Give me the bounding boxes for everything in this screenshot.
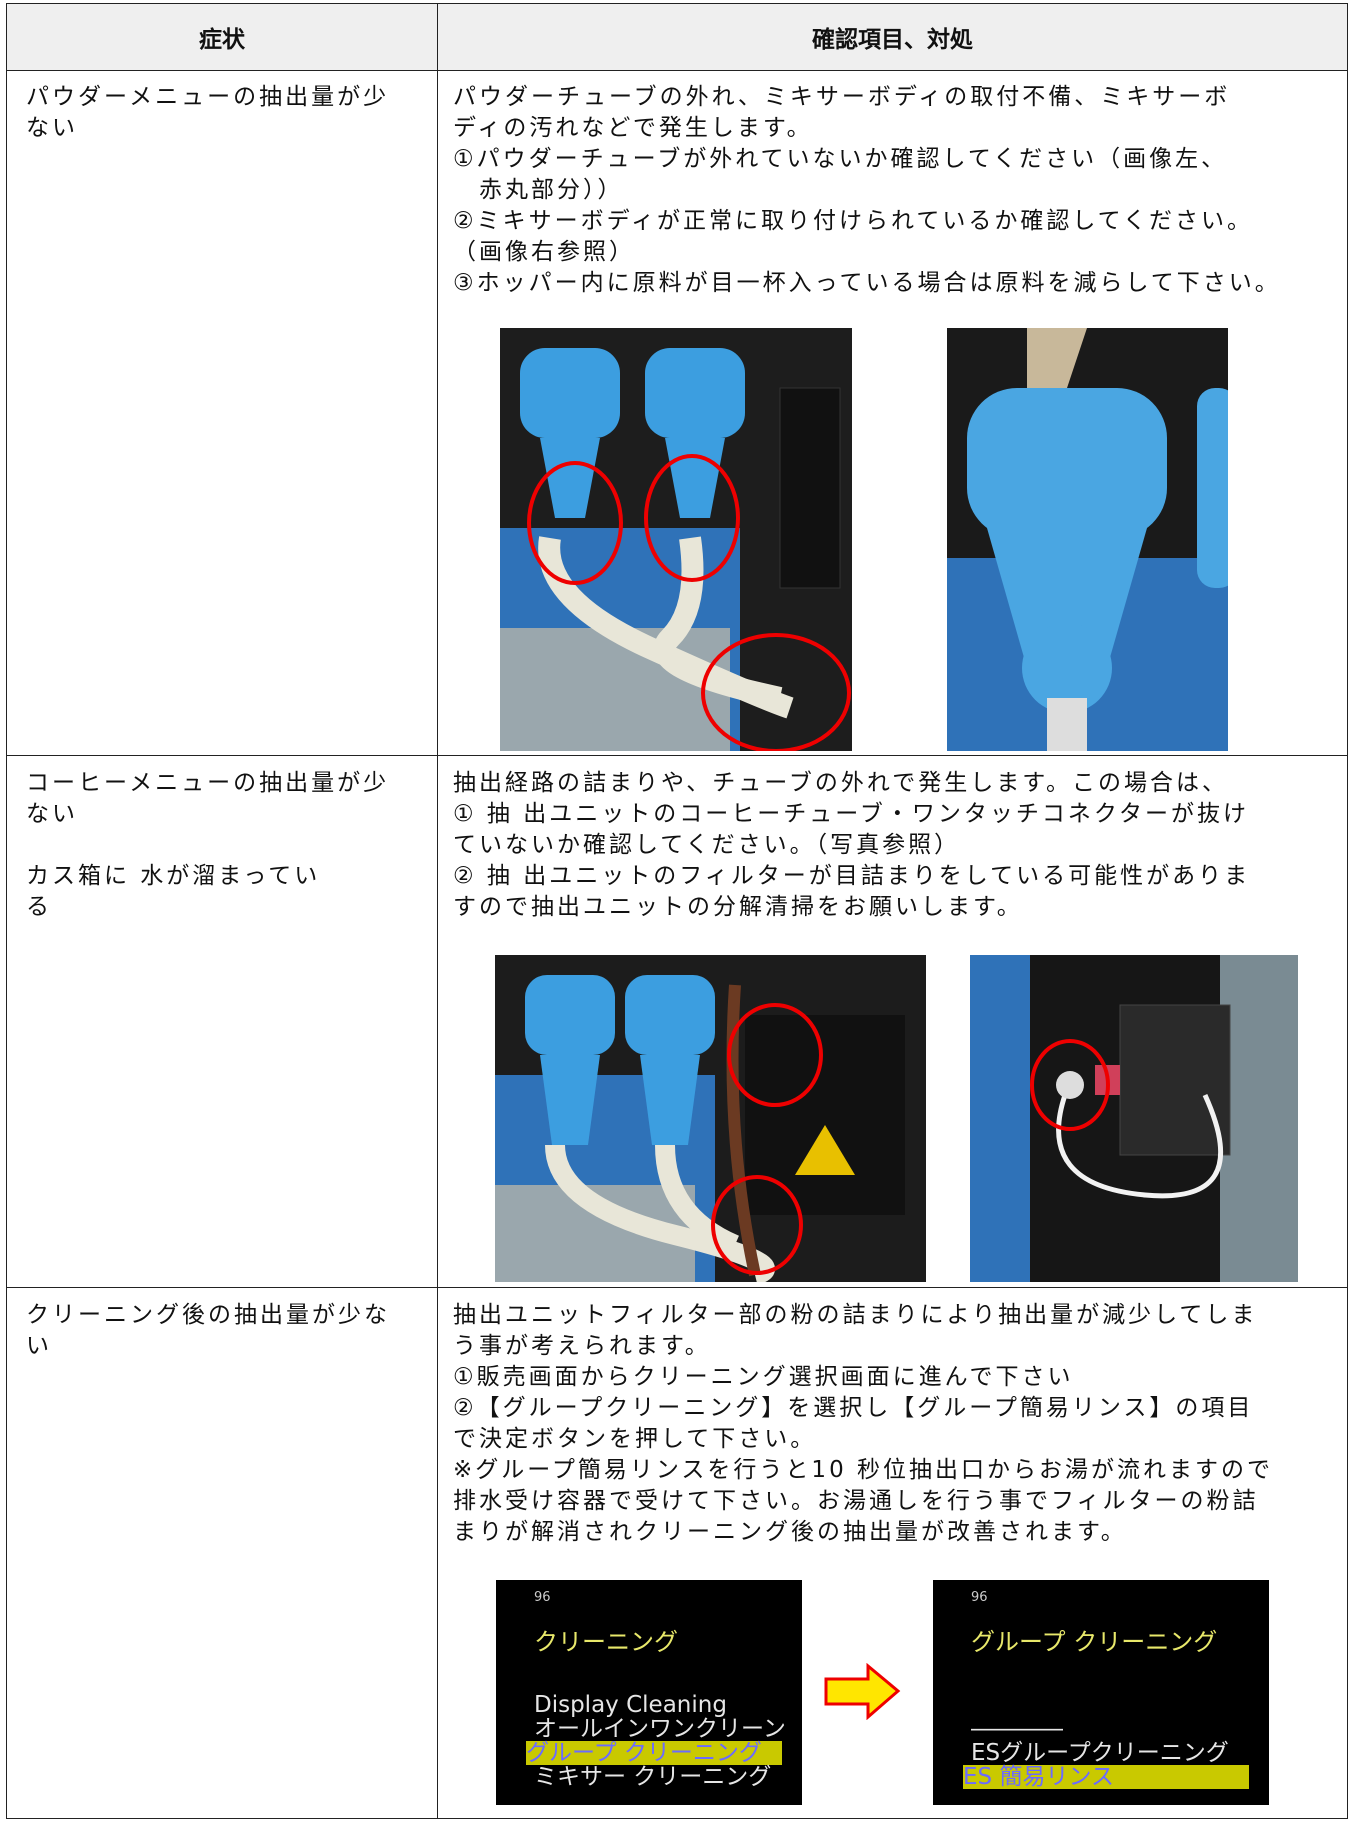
action-line: ②【グループクリーニング】を選択し【グループ簡易リンス】の項目 [453, 1395, 1254, 1421]
symptom-line: ない [26, 801, 78, 827]
symptom-line: る [26, 894, 52, 920]
arrow [824, 1663, 901, 1720]
photo [495, 955, 926, 1282]
action-line: 赤丸部分）） [453, 177, 624, 203]
screen-item: ―――― [971, 1716, 1063, 1742]
action-line: （画像右参照） [453, 239, 635, 265]
screen-temp: 96 [534, 1590, 551, 1605]
action-line: ①パウダーチューブが外れていないか確認してください（画像左、 [453, 146, 1228, 172]
action-line: まりが解消されクリーニング後の抽出量が改善されます。 [453, 1519, 1127, 1545]
symptom-paragraph: パウダーメニューの抽出量が少 ない [26, 82, 389, 144]
symptom-line: パウダーメニューの抽出量が少 [26, 84, 390, 110]
header-action: 確認項目、対処 [812, 27, 973, 53]
action-line: 抽出ユニットフィルター部の粉の詰まりにより抽出量が減少してしま [453, 1302, 1258, 1328]
screen-temp: 96 [971, 1590, 988, 1605]
screen: 96 グループ クリーニング ―――― ESグループクリーニング ES 簡易リンス [933, 1580, 1269, 1805]
action-line: 排水受け容器で受けて下さい。お湯通しを行う事でフィルターの粉詰 [453, 1488, 1259, 1514]
cell [6, 70, 438, 756]
action-line: ① 抽 出ユニットのコーヒーチューブ・ワンタッチコネクターが抜け [453, 801, 1249, 827]
symptom-line: クリーニング後の抽出量が少な [26, 1302, 390, 1328]
cell [6, 1287, 438, 1819]
header-cell: 症状 [6, 3, 438, 71]
screen-item: ES 簡易リンス [963, 1765, 1249, 1789]
screen-item: ESグループクリーニング [971, 1740, 1229, 1766]
symptom-paragraph: クリーニング後の抽出量が少ない [26, 1300, 390, 1362]
action-line: で決定ボタンを押して下さい。 [453, 1426, 817, 1452]
symptom-line: ない [26, 115, 78, 141]
photo [947, 328, 1228, 751]
action-line: ② 抽 出ユニットのフィルターが目詰まりをしている可能性がありま [453, 863, 1251, 889]
screen-item: ミキサー クリーニング [534, 1764, 772, 1790]
action-line: ①販売画面からクリーニング選択画面に進んで下さい [453, 1364, 1074, 1390]
action-line: ディの汚れなどで発生します。 [453, 115, 813, 141]
action-line: すので抽出ユニットの分解清掃をお願いします。 [453, 894, 1023, 920]
screen-title: クリーニング [534, 1628, 678, 1656]
symptom: コーヒーメニューの抽出量が少 ない カス箱に 水が溜まっている [26, 768, 389, 923]
action-line: ②ミキサーボディが正常に取り付けられているか確認してください。 [453, 208, 1253, 234]
action-line: ③ホッパー内に原料が目一杯入っている場合は原料を減らして下さい。 [453, 270, 1281, 296]
action: パウダーチューブの外れ、ミキサーボディの取付不備、ミキサーボ ディの汚れなどで発生… [453, 82, 1281, 299]
symptom: クリーニング後の抽出量が少ない [26, 1300, 390, 1362]
symptom-paragraph: カス箱に 水が溜まっている [26, 861, 389, 923]
action-line: ※グループ簡易リンスを行うと10 秒位抽出口からお湯が流れますので [453, 1457, 1274, 1483]
action: 抽出ユニットフィルター部の粉の詰まりにより抽出量が減少してしま う事が考えられます… [453, 1300, 1273, 1548]
symptom-paragraph: コーヒーメニューの抽出量が少 ない [26, 768, 389, 830]
screen-item: グループ クリーニング [526, 1741, 782, 1765]
header-cell: 確認項目、対処 [437, 3, 1348, 71]
screen-item: Display Cleaning [534, 1692, 727, 1718]
symptom-line: コーヒーメニューの抽出量が少 [26, 770, 390, 796]
screen: 96 クリーニング Display Cleaning オールインワンクリーン グループ … [496, 1580, 802, 1805]
cell [437, 1287, 1348, 1819]
photo [500, 328, 852, 751]
action-line: ていないか確認してください。（写真参照） [453, 832, 961, 858]
symptom-line: い [26, 1333, 52, 1359]
symptom-line: カス箱に 水が溜まってい [26, 863, 321, 889]
photo [970, 955, 1298, 1282]
symptom: パウダーメニューの抽出量が少 ない [26, 82, 389, 144]
screen-title: グループ クリーニング [971, 1628, 1218, 1656]
action-line: パウダーチューブの外れ、ミキサーボディの取付不備、ミキサーボ [453, 84, 1231, 110]
action-line: 抽出経路の詰まりや、チューブの外れで発生します。この場合は、 [453, 770, 1228, 796]
action-line: う事が考えられます。 [453, 1333, 711, 1359]
screen-item: オールインワンクリーン [534, 1716, 786, 1742]
header-symptom: 症状 [199, 27, 245, 53]
action: 抽出経路の詰まりや、チューブの外れで発生します。この場合は、 ① 抽 出ユニットの… [453, 768, 1250, 923]
